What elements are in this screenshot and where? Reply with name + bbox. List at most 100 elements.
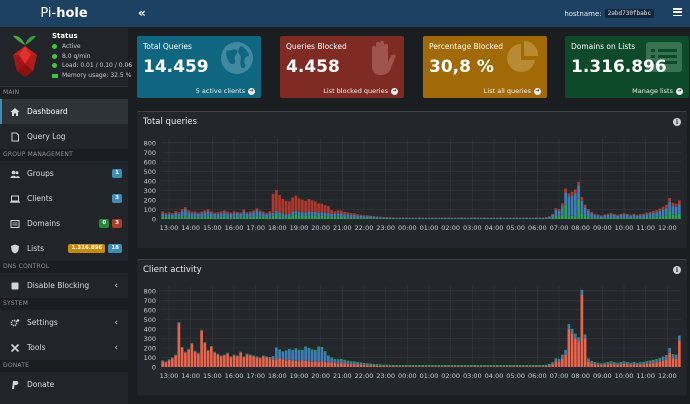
bar-1[interactable] [528,217,532,219]
bar-2[interactable] [392,364,395,366]
bar-2[interactable] [226,211,229,214]
bar-1[interactable] [642,362,645,365]
bar-1[interactable] [304,212,307,216]
sidebar-toggle-button[interactable]: « [138,6,146,20]
bar-1[interactable] [265,214,268,218]
bar-2[interactable] [366,363,369,365]
bar-1[interactable] [258,212,262,217]
bar-0[interactable] [678,213,681,219]
bar-2[interactable] [596,362,600,364]
bar-1[interactable] [600,216,603,219]
bar-1[interactable] [281,351,285,360]
bar-1[interactable] [323,352,327,362]
bar-2[interactable] [665,355,668,357]
bar-2[interactable] [658,208,662,211]
bar-0[interactable] [177,216,181,219]
sidebar-item-disable-blocking[interactable]: Disable Blocking ‹ [0,273,128,298]
bar-1[interactable] [294,349,298,361]
bar-0[interactable] [190,344,194,367]
bar-1[interactable] [616,215,619,219]
bar-0[interactable] [333,216,337,219]
bar-0[interactable] [587,216,590,219]
bar-2[interactable] [606,362,610,363]
bar-2[interactable] [320,346,324,348]
bar-2[interactable] [580,197,584,201]
bar-2[interactable] [567,324,571,326]
bar-2[interactable] [577,337,580,339]
bar-0[interactable] [528,366,532,367]
bar-0[interactable] [291,215,294,219]
bar-1[interactable] [252,212,255,217]
brand-logo[interactable]: Pi-hole [0,0,128,27]
bar-2[interactable] [619,362,623,363]
bar-1[interactable] [570,195,574,216]
bar-0[interactable] [580,213,584,219]
bar-1[interactable] [197,213,200,218]
bar-2[interactable] [323,205,327,213]
bar-2[interactable] [496,365,499,367]
bar-0[interactable] [236,217,239,219]
bar-0[interactable] [297,215,301,219]
bar-1[interactable] [206,211,210,217]
bar-0[interactable] [427,366,431,367]
bar-2[interactable] [590,360,593,362]
bar-2[interactable] [619,213,623,215]
bar-2[interactable] [609,212,613,215]
bar-1[interactable] [203,212,207,217]
bar-1[interactable] [619,362,623,365]
bar-1[interactable] [583,207,587,217]
bar-1[interactable] [626,362,629,365]
bar-0[interactable] [258,216,262,219]
bar-1[interactable] [606,214,610,218]
bar-0[interactable] [242,216,246,219]
bar-1[interactable] [499,217,502,219]
bar-0[interactable] [447,366,450,367]
bar-1[interactable] [600,364,603,366]
sidebar-item-query-log[interactable]: Query Log [0,124,128,149]
bar-1[interactable] [658,210,662,217]
bar-0[interactable] [382,218,385,219]
bar-0[interactable] [232,216,236,219]
bar-0[interactable] [655,216,658,219]
bar-1[interactable] [356,362,359,365]
bar-2[interactable] [606,213,610,215]
bar-1[interactable] [639,363,642,365]
bar-2[interactable] [554,358,558,360]
bar-2[interactable] [577,181,580,186]
bar-2[interactable] [317,346,320,348]
bar-0[interactable] [333,362,337,367]
bar-0[interactable] [385,366,389,367]
bar-2[interactable] [291,349,294,351]
bar-1[interactable] [564,350,567,355]
bar-2[interactable] [349,212,353,215]
bar-0[interactable] [661,360,665,367]
bar-0[interactable] [164,362,168,367]
bar-1[interactable] [310,350,314,362]
bar-2[interactable] [395,364,398,366]
bar-2[interactable] [200,211,203,214]
bar-2[interactable] [476,365,480,367]
bar-1[interactable] [431,217,434,219]
bar-0[interactable] [613,217,616,219]
bar-2[interactable] [479,365,483,367]
bar-2[interactable] [622,212,626,215]
bar-1[interactable] [327,212,330,217]
bar-1[interactable] [473,217,476,219]
bar-0[interactable] [522,366,525,367]
bar-2[interactable] [288,201,291,214]
bar-0[interactable] [255,216,259,219]
bar-2[interactable] [375,364,379,366]
bar-1[interactable] [593,214,597,218]
bar-2[interactable] [232,211,236,214]
bar-0[interactable] [440,366,444,367]
bar-1[interactable] [284,214,288,218]
bar-1[interactable] [470,217,473,219]
bar-0[interactable] [278,358,281,367]
bar-2[interactable] [262,211,265,214]
bar-1[interactable] [652,212,655,218]
bar-0[interactable] [388,366,392,367]
bar-0[interactable] [574,338,577,367]
bar-0[interactable] [262,356,265,367]
bar-2[interactable] [398,364,402,366]
bar-2[interactable] [678,200,681,205]
